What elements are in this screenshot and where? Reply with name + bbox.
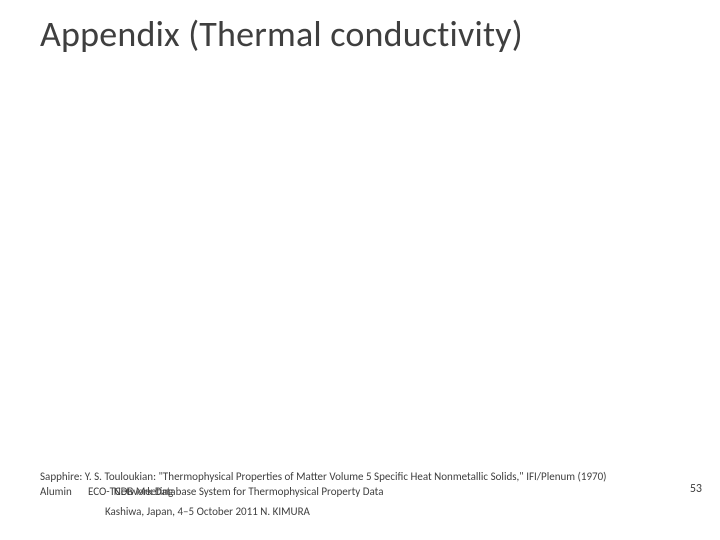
aluminum-overlap: ECO-TCDB Meeting: [88, 485, 173, 500]
footer-text: Kashiwa, Japan, 4–5 October 2011 N. KIMU…: [105, 505, 310, 518]
citation-sapphire: Sapphire: Y. S. Touloukian: "Thermophysi…: [40, 470, 660, 485]
citation-aluminum: AluminECO-TCDB Meetingum: AIST Network D…: [40, 485, 660, 500]
citation-block: Sapphire: Y. S. Touloukian: "Thermophysi…: [40, 470, 660, 500]
aluminum-prefix: Alumin: [40, 485, 72, 498]
page-number: 53: [690, 482, 702, 496]
page-title: Appendix (Thermal conductivity): [40, 12, 523, 56]
slide: Appendix (Thermal conductivity) Sapphire…: [0, 0, 720, 540]
